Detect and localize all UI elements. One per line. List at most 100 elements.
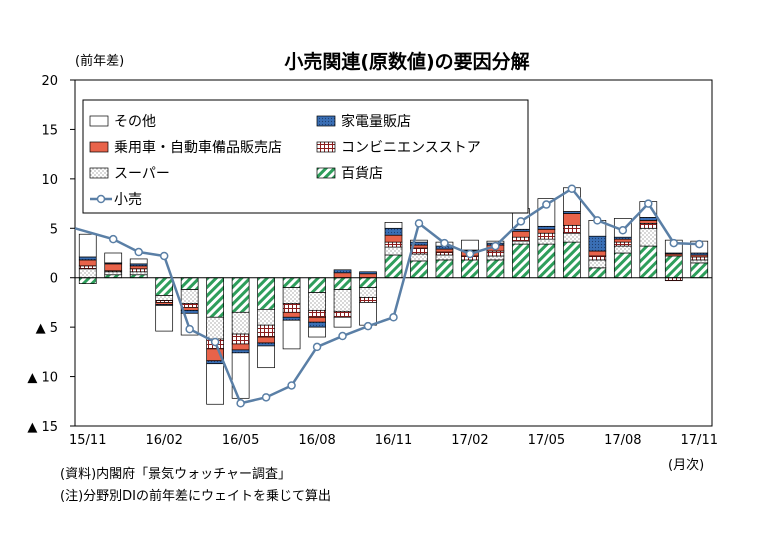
retail-point	[542, 200, 551, 209]
retail-line	[74, 184, 704, 408]
y-tick-label: ▲ 5	[36, 321, 58, 336]
bar-segment	[664, 255, 683, 279]
footnote: (注)分野別DIの前年差にウェイトを乗じて算出	[60, 489, 331, 504]
bar-segment	[333, 316, 352, 328]
bar-segment	[308, 321, 326, 328]
bar-segment	[282, 316, 301, 321]
legend-swatch-marker	[96, 194, 106, 204]
bar-segment	[359, 302, 377, 326]
bar-segment	[486, 259, 505, 279]
retail-point	[567, 184, 577, 193]
bar-segment	[359, 277, 377, 288]
bar-segment	[129, 268, 148, 273]
retail-point	[644, 199, 653, 208]
bar-segment	[359, 287, 377, 298]
bar-segment	[129, 258, 148, 265]
x-axis-label: (月次)	[668, 457, 704, 473]
retail-point	[669, 238, 679, 248]
x-tick-label: 17/02	[451, 433, 488, 448]
plot-area	[74, 79, 713, 427]
retail-point	[618, 226, 628, 235]
bar-segment	[613, 241, 632, 247]
retail-point	[389, 313, 398, 322]
bar-segment	[435, 248, 454, 253]
bar-segment	[435, 251, 454, 256]
bar-segment	[690, 256, 709, 261]
bar-segment	[639, 227, 658, 247]
bar-segment	[588, 255, 607, 261]
legend-swatch	[316, 115, 336, 127]
legend-swatch	[316, 167, 336, 179]
bar-segment	[537, 228, 556, 234]
bar-segment	[308, 292, 326, 311]
retail-point	[312, 342, 322, 352]
bar-segment	[180, 303, 199, 308]
bar-segment	[613, 245, 632, 254]
source-note: (資料)内閣府「景気ウォッチャー調査」	[60, 467, 292, 482]
retail-point	[338, 331, 347, 341]
y-tick-label: 15	[41, 123, 58, 138]
bar-segment	[155, 295, 174, 301]
bar-segment	[639, 220, 658, 224]
bar-segment	[257, 277, 275, 310]
bar-segment	[563, 241, 581, 279]
bar-segment	[410, 260, 428, 279]
bar-segment	[537, 238, 556, 245]
bar-segment	[308, 277, 326, 293]
bar-segment	[78, 256, 97, 261]
x-tick-label: 16/05	[222, 433, 259, 448]
bar-segment	[308, 326, 326, 338]
bar-segment	[563, 224, 581, 234]
retail-point	[134, 247, 143, 257]
y-tick-label: 5	[50, 222, 58, 237]
retail-point	[185, 324, 194, 334]
bar-segment	[690, 259, 709, 264]
bar-segment	[129, 265, 148, 270]
y-tick-label: ▲ 15	[27, 420, 58, 435]
retail-point	[108, 234, 118, 244]
bar-segment	[690, 262, 709, 279]
bar-segment	[282, 277, 301, 288]
bar-segment	[231, 333, 250, 345]
bar-segment	[384, 241, 403, 248]
bar-segment	[129, 271, 148, 276]
bar-segment	[639, 245, 658, 279]
chart-title: 小売関連(原数値)の要因分解	[284, 50, 529, 73]
bar-segment	[206, 316, 224, 340]
bar-segment	[512, 243, 530, 279]
bar-segment	[359, 297, 377, 303]
bar-segment	[512, 240, 530, 245]
legend-label: スーパー	[114, 166, 170, 182]
bar-segment	[282, 311, 301, 318]
retail-point	[465, 249, 475, 259]
retail-point	[695, 239, 704, 249]
bar-segment	[512, 230, 530, 238]
y-tick-label: 10	[41, 173, 58, 188]
x-tick-label: 15/11	[69, 433, 106, 448]
bar-segment	[257, 342, 275, 347]
bar-segment	[231, 311, 250, 335]
bar-segment	[537, 232, 556, 240]
retail-point	[593, 216, 602, 225]
bar-segment	[384, 234, 403, 243]
bar-segment	[78, 233, 97, 258]
bar-segment	[282, 287, 301, 304]
bar-segment	[639, 222, 658, 229]
bar-segment	[588, 267, 607, 279]
bar-segment	[333, 289, 352, 312]
x-tick-label: 16/02	[145, 433, 182, 448]
retail-point	[440, 238, 449, 248]
legend-label: 小売	[114, 192, 142, 208]
bar-segment	[180, 289, 199, 304]
bar-segment	[231, 352, 250, 399]
legend-label: コンビニエンスストア	[341, 140, 481, 156]
y-ticks: 20 15 10 5 0 ▲ 5 ▲ 10 ▲ 15	[27, 74, 75, 435]
bar-segment	[410, 239, 428, 243]
retail-point	[491, 241, 500, 251]
x-tick-label: 17/08	[604, 433, 641, 448]
bar-segment	[257, 324, 275, 338]
bar-segment	[78, 265, 97, 270]
y-tick-label: 20	[41, 74, 58, 89]
bar-segment	[206, 363, 224, 405]
